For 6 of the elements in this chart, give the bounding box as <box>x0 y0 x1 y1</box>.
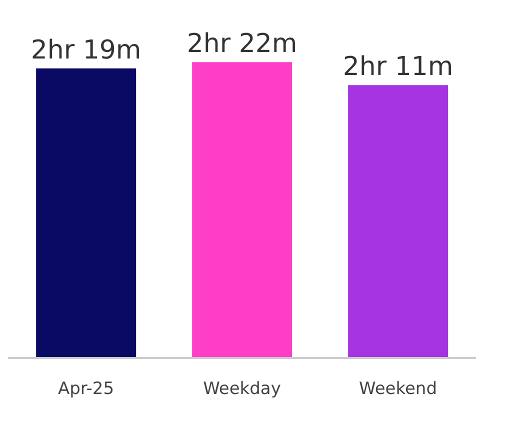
data-label: 2hr 19m <box>30 35 142 66</box>
data-label: 2hr 22m <box>186 29 298 60</box>
data-label: 2hr 11m <box>342 52 454 82</box>
x-tick-label: Weekday <box>203 379 281 400</box>
x-tick-label: Weekend <box>359 379 437 400</box>
x-tick-label: Apr-25 <box>58 379 114 400</box>
